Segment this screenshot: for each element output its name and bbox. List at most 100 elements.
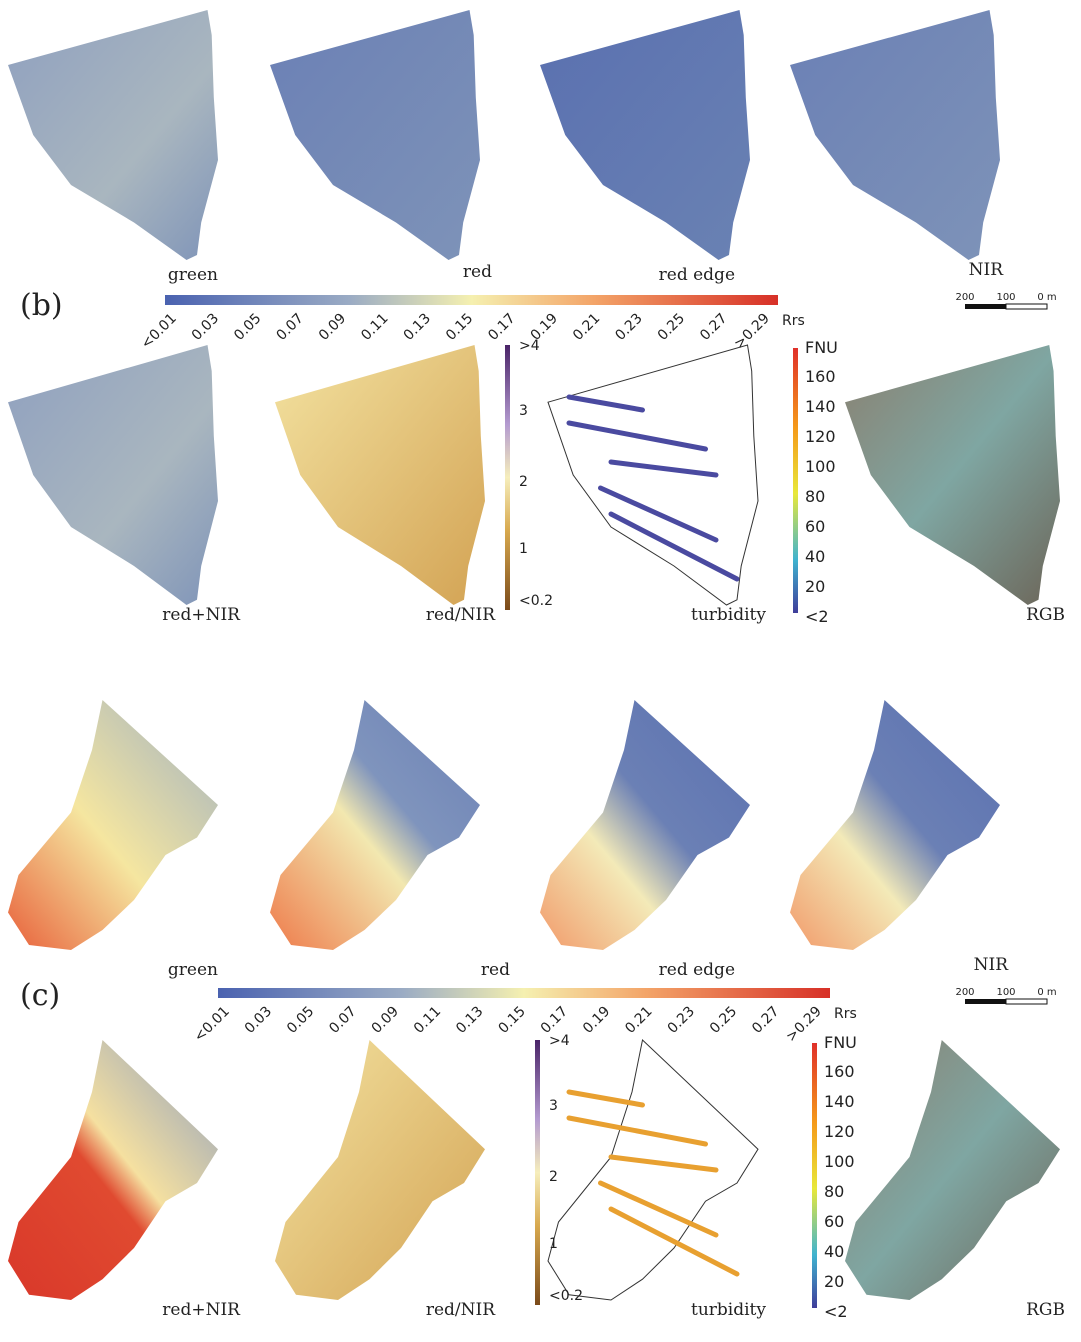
map-label: red bbox=[463, 262, 492, 282]
map-label: green bbox=[168, 265, 218, 285]
fnu-tick-label: 100 bbox=[824, 1152, 855, 1171]
rrs-tick-label: 0.19 bbox=[580, 1004, 613, 1037]
rrs-tick-label: 0.09 bbox=[316, 311, 349, 344]
rrs-tick-label: 0.15 bbox=[495, 1004, 528, 1037]
panel-label: (b) bbox=[20, 288, 63, 323]
map-label: NIR bbox=[969, 260, 1005, 280]
ratio-tick-label: 3 bbox=[549, 1098, 558, 1114]
fnu-tick-label: <2 bbox=[824, 1302, 848, 1321]
band-map bbox=[8, 700, 218, 950]
fnu-colorbar bbox=[793, 348, 798, 613]
map-label: red edge bbox=[659, 265, 735, 285]
figure: green red red edge NIR red+NIR red/NIR turbidi… bbox=[0, 0, 1081, 1338]
fnu-tick-label: 160 bbox=[824, 1062, 855, 1081]
scale-label: 0 m bbox=[1037, 292, 1056, 303]
scale-label: 0 m bbox=[1037, 987, 1056, 998]
rrs-tick-label: 0.05 bbox=[284, 1004, 317, 1037]
band-map bbox=[540, 10, 750, 260]
fnu-colorbar bbox=[812, 1043, 817, 1308]
rrs-tick-label: 0.07 bbox=[326, 1004, 359, 1037]
rrs-tick-label: <0.01 bbox=[138, 311, 180, 353]
rrs-unit: Rrs bbox=[834, 1006, 857, 1022]
ratio-tick-label: 3 bbox=[519, 403, 528, 419]
rrs-tick-label: 0.27 bbox=[697, 311, 730, 344]
band-map bbox=[8, 1040, 218, 1300]
rrs-colorbar bbox=[165, 295, 778, 305]
ratio-tick-label: >4 bbox=[549, 1033, 570, 1049]
scale-label: 100 bbox=[996, 292, 1015, 303]
rrs-tick-label: <0.01 bbox=[191, 1004, 233, 1046]
turbidity-outline bbox=[548, 1040, 758, 1300]
fnu-tick-label: 160 bbox=[805, 367, 836, 386]
fnu-tick-label: <2 bbox=[805, 607, 829, 626]
rrs-tick-label: 0.11 bbox=[358, 311, 391, 344]
map-label: NIR bbox=[974, 955, 1010, 975]
band-map bbox=[790, 10, 1000, 260]
turbidity-outline bbox=[548, 345, 758, 605]
fnu-unit: FNU bbox=[824, 1033, 857, 1052]
band-map bbox=[540, 700, 750, 950]
scale-bar bbox=[1006, 304, 1047, 309]
rrs-tick-label: 0.25 bbox=[707, 1004, 740, 1037]
map-label: turbidity bbox=[691, 605, 766, 625]
rrs-tick-label: 0.15 bbox=[443, 311, 476, 344]
ratio-tick-label: <0.2 bbox=[549, 1288, 583, 1304]
map-label: turbidity bbox=[691, 1300, 766, 1320]
band-map bbox=[275, 1040, 485, 1300]
rrs-tick-label: 0.09 bbox=[369, 1004, 402, 1037]
band-map bbox=[845, 1040, 1060, 1300]
fnu-tick-label: 120 bbox=[805, 427, 836, 446]
band-map bbox=[845, 345, 1060, 605]
fnu-tick-label: 40 bbox=[824, 1242, 844, 1261]
ratio-colorbar bbox=[535, 1040, 540, 1305]
map-label: red+NIR bbox=[162, 605, 241, 625]
band-map bbox=[270, 700, 480, 950]
fnu-tick-label: 140 bbox=[805, 397, 836, 416]
rrs-tick-label: 0.25 bbox=[655, 311, 688, 344]
ratio-tick-label: 1 bbox=[519, 541, 528, 557]
rrs-tick-label: 0.17 bbox=[538, 1004, 571, 1037]
rrs-unit: Rrs bbox=[782, 313, 805, 329]
scale-label: 200 bbox=[955, 987, 974, 998]
fnu-tick-label: 100 bbox=[805, 457, 836, 476]
band-map bbox=[270, 10, 480, 260]
rrs-colorbar bbox=[218, 988, 830, 998]
ratio-colorbar bbox=[505, 345, 510, 610]
rrs-tick-label: 0.07 bbox=[274, 311, 307, 344]
rrs-tick-label: 0.13 bbox=[453, 1004, 486, 1037]
rrs-tick-label: 0.23 bbox=[665, 1004, 698, 1037]
fnu-tick-label: 60 bbox=[805, 517, 825, 536]
rrs-tick-label: 0.27 bbox=[749, 1004, 782, 1037]
fnu-tick-label: 20 bbox=[824, 1272, 844, 1291]
fnu-tick-label: 120 bbox=[824, 1122, 855, 1141]
scale-bar bbox=[965, 999, 1006, 1004]
rrs-tick-label: 0.21 bbox=[570, 311, 603, 344]
fnu-tick-label: 60 bbox=[824, 1212, 844, 1231]
fnu-tick-label: 80 bbox=[824, 1182, 844, 1201]
rrs-tick-label: >0.29 bbox=[783, 1004, 825, 1046]
rrs-tick-label: 0.05 bbox=[231, 311, 264, 344]
rrs-tick-label: 0.11 bbox=[411, 1004, 444, 1037]
rrs-tick-label: 0.13 bbox=[401, 311, 434, 344]
ratio-tick-label: 2 bbox=[549, 1169, 558, 1185]
map-label: red edge bbox=[659, 960, 735, 980]
fnu-tick-label: 20 bbox=[805, 577, 825, 596]
band-map bbox=[275, 345, 485, 605]
fnu-tick-label: 40 bbox=[805, 547, 825, 566]
body: green red red edge NIR red+NIR red/NIR turbidi… bbox=[0, 0, 1081, 1342]
rrs-tick-label: 0.03 bbox=[242, 1004, 275, 1037]
map-label: red/NIR bbox=[426, 1300, 496, 1320]
rrs-tick-label: >0.29 bbox=[731, 311, 773, 353]
map-label: RGB bbox=[1026, 605, 1065, 625]
rrs-tick-label: 0.03 bbox=[189, 311, 222, 344]
fnu-unit: FNU bbox=[805, 338, 838, 357]
rrs-tick-label: 0.21 bbox=[622, 1004, 655, 1037]
map-label: RGB bbox=[1026, 1300, 1065, 1320]
page: {"panels":[ {"label":"(b)","maps":["gree… bbox=[0, 0, 1081, 1342]
scale-label: 100 bbox=[996, 987, 1015, 998]
panel-label: (c) bbox=[20, 978, 60, 1013]
map-label: red bbox=[481, 960, 510, 980]
scale-label: 200 bbox=[955, 292, 974, 303]
rrs-tick-label: 0.17 bbox=[485, 311, 518, 344]
ratio-tick-label: >4 bbox=[519, 338, 540, 354]
